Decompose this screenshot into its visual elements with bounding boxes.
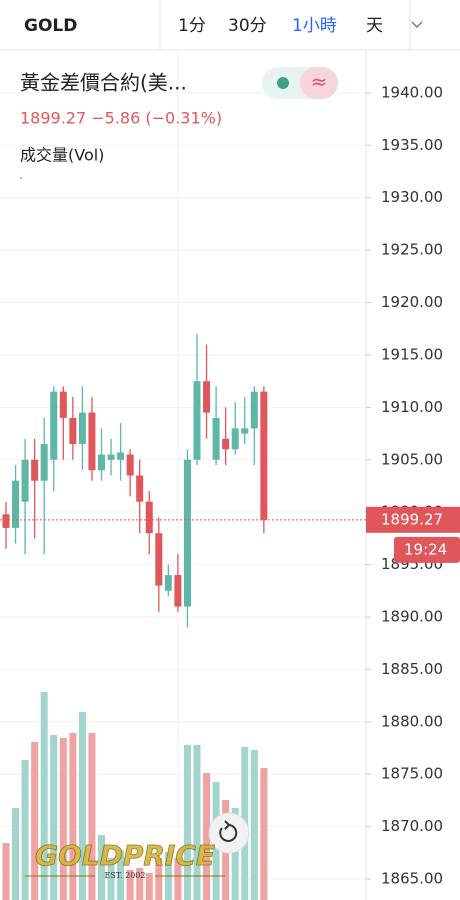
candle-body [212, 417, 220, 460]
candle-body [69, 417, 77, 445]
candle-body [145, 501, 153, 534]
volume-bar [126, 870, 134, 900]
candle-body [231, 428, 239, 450]
volume-label: 成交量(Vol) [20, 146, 104, 165]
interval[interactable]: 1小時 [292, 16, 337, 36]
volume-bar [69, 733, 77, 900]
volume-bar [21, 760, 29, 900]
volume-bar [59, 738, 67, 900]
volume-bar [231, 808, 239, 900]
volume-bar [117, 850, 125, 900]
volume-bar [155, 858, 163, 900]
candle-body [174, 575, 182, 607]
candle-body [107, 454, 115, 460]
candle-body [2, 514, 10, 528]
toggle-active [300, 67, 338, 99]
candle-body [117, 452, 125, 460]
candle-body [250, 391, 258, 429]
volume-bar [12, 808, 20, 900]
y-tick-label: 1865.00 [381, 870, 443, 888]
candle-body [31, 459, 39, 481]
countdown-label: 19:24 [404, 540, 447, 558]
candle-body [98, 454, 105, 471]
last-price-label: 1899.27 [381, 510, 443, 528]
candle-body [241, 428, 249, 434]
y-tick-label: 1930.00 [381, 188, 443, 206]
volume-bar [40, 692, 48, 900]
symbol[interactable]: GOLD [24, 16, 77, 36]
interval[interactable]: 天 [366, 16, 383, 36]
volume-bar [31, 742, 39, 900]
candle-body [78, 412, 86, 445]
candle-body [164, 575, 172, 591]
reset-button[interactable] [208, 812, 250, 854]
candle-body [50, 391, 58, 460]
candle-body [88, 412, 96, 471]
candle-body [12, 480, 20, 528]
volume-bar [107, 858, 115, 900]
y-tick-label: 1925.00 [381, 241, 443, 259]
volume-dot [20, 177, 22, 179]
candle-body [193, 381, 201, 460]
candle-body [21, 459, 29, 502]
volume-bar [145, 873, 153, 900]
y-tick-label: 1935.00 [381, 136, 443, 154]
interval[interactable]: 30分 [228, 16, 267, 36]
toggle[interactable]: ≈ [262, 67, 338, 99]
instrument-name: 黃金差價合約(美... [20, 71, 187, 95]
toolbar [0, 0, 460, 50]
volume-bar [193, 745, 201, 900]
volume-bar [183, 745, 191, 900]
y-tick-label: 1875.00 [381, 765, 443, 783]
toggle-icon: ≈ [311, 70, 328, 94]
candles [2, 334, 268, 628]
y-tick-label: 1940.00 [381, 83, 443, 101]
dropdown-chevron[interactable] [411, 21, 423, 28]
candle-body [203, 381, 211, 413]
countdown-box [394, 536, 460, 563]
volume-bar [136, 868, 144, 900]
y-tick-label: 1870.00 [381, 817, 443, 835]
volume-bar [88, 733, 96, 900]
y-tick-label: 1920.00 [381, 293, 443, 311]
volume-bar [50, 735, 58, 900]
volume-bar [2, 843, 10, 900]
candle-body [260, 391, 268, 520]
candle-body [40, 444, 48, 481]
volume-bar [98, 835, 105, 900]
candle-body [183, 459, 191, 607]
y-tick-label: 1880.00 [381, 712, 443, 730]
volume-bar [250, 750, 258, 900]
candle-body [59, 391, 67, 418]
reset-icon [219, 820, 238, 842]
volume-bar [203, 773, 211, 900]
volume-bars [2, 692, 268, 900]
volume-bar [174, 858, 182, 900]
y-tick-label: 1885.00 [381, 660, 443, 678]
intervals: 1分 30分 1小時 天 [178, 16, 383, 36]
last-price: 1899.27 19:24 [0, 506, 460, 563]
candle-body [126, 454, 134, 476]
quote-line: 1899.27 −5.86 (−0.31%) [20, 109, 222, 128]
y-tick-label: 1910.00 [381, 398, 443, 416]
y-tick-label: 1890.00 [381, 608, 443, 626]
watermark-brand: GOLDPRICE [35, 839, 215, 872]
y-tick-label: 1905.00 [381, 450, 443, 468]
toggle-dot [277, 77, 289, 89]
volume-bar [78, 712, 86, 900]
candle-body [222, 438, 230, 450]
watermark-est: EST. 2002 [105, 871, 146, 880]
y-tick-label: 1915.00 [381, 345, 443, 363]
last-price-box [366, 506, 460, 533]
volume-bar [260, 768, 268, 900]
candle-body [136, 475, 144, 502]
interval[interactable]: 1分 [178, 16, 206, 36]
candle-body [155, 533, 163, 586]
